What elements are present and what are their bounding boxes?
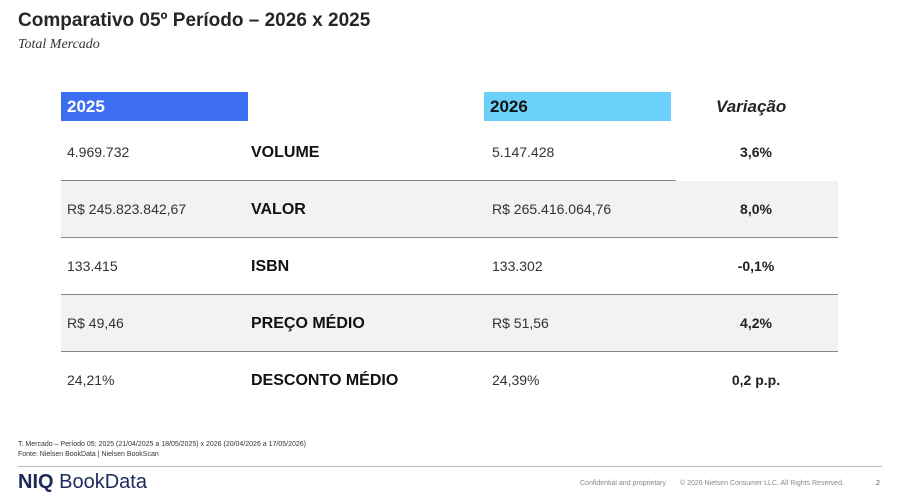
table-row-valor: R$ 245.823.842,67 VALOR R$ 265.416.064,7…	[61, 181, 838, 238]
variation-value: 8,0%	[740, 201, 772, 217]
value-2026: 5.147.428	[492, 144, 555, 160]
period-note: T. Mercado – Período 05: 2025 (21/04/202…	[18, 441, 306, 448]
copyright-text: © 2026 Nielsen Consumer LLC. All Rights …	[680, 480, 844, 487]
logo-niq: NIQ	[18, 471, 54, 493]
metric-label: DESCONTO MÉDIO	[251, 372, 399, 389]
value-2025: 24,21%	[67, 372, 115, 388]
column-header-variation: Variação	[716, 97, 787, 116]
value-2026: R$ 265.416.064,76	[492, 201, 612, 217]
page-subtitle: Total Mercado	[18, 37, 100, 52]
value-2025: 133.415	[67, 258, 118, 274]
logo-bookdata: BookData	[59, 471, 147, 493]
confidential-text: Confidential and proprietary	[580, 480, 666, 487]
variation-value: 3,6%	[740, 144, 772, 160]
row-divider	[61, 237, 838, 238]
page-number: 2	[876, 480, 880, 487]
value-2025: R$ 49,46	[67, 315, 124, 331]
row-divider	[61, 294, 838, 295]
variation-value: -0,1%	[737, 258, 775, 274]
value-2025: R$ 245.823.842,67	[67, 201, 187, 217]
table-row-desconto-medio: 24,21% DESCONTO MÉDIO 24,39% 0,2 p.p.	[61, 352, 838, 409]
table-row-isbn: 133.415 ISBN 133.302 -0,1%	[61, 238, 838, 295]
variation-value: 4,2%	[740, 315, 772, 331]
column-header-2026: 2026	[484, 92, 671, 121]
table-row-volume: 4.969.732 VOLUME 5.147.428 3,6%	[61, 124, 838, 181]
row-divider	[61, 180, 676, 181]
metric-label: VALOR	[251, 201, 306, 218]
footer-divider	[18, 466, 882, 467]
metric-label: VOLUME	[251, 144, 320, 161]
value-2026: R$ 51,56	[492, 315, 549, 331]
variation-value: 0,2 p.p.	[731, 372, 781, 388]
column-header-2025: 2025	[61, 92, 248, 121]
niq-bookdata-logo: NIQ BookData	[18, 471, 147, 494]
metric-label: ISBN	[251, 258, 290, 275]
value-2026: 24,39%	[492, 372, 540, 388]
table-row-preco-medio: R$ 49,46 PREÇO MÉDIO R$ 51,56 4,2%	[61, 295, 838, 352]
metric-label: PREÇO MÉDIO	[251, 315, 365, 332]
page-title: Comparativo 05º Período – 2026 x 2025	[18, 10, 371, 31]
value-2025: 4.969.732	[67, 144, 130, 160]
source-note: Fonte: Nielsen BookData | Nielsen BookSc…	[18, 451, 159, 458]
row-divider	[61, 351, 838, 352]
value-2026: 133.302	[492, 258, 543, 274]
